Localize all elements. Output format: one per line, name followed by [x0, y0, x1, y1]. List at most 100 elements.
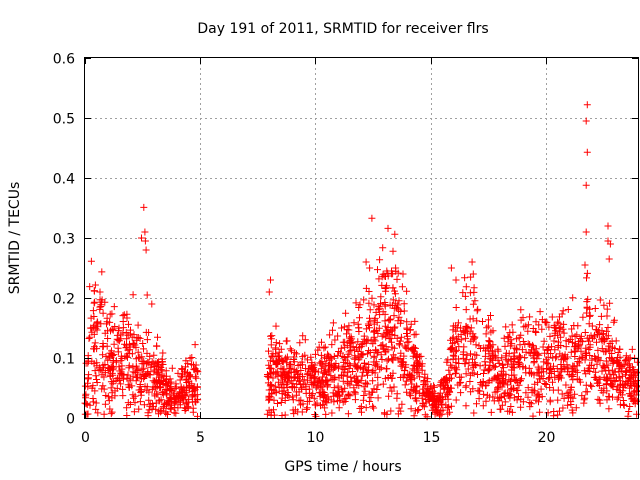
- data-point: [103, 320, 110, 328]
- data-point: [337, 371, 345, 379]
- data-point: [388, 267, 395, 275]
- data-point: [286, 363, 294, 371]
- data-point: [524, 384, 532, 392]
- data-point: [603, 387, 611, 395]
- data-point: [580, 399, 588, 407]
- data-point: [562, 355, 570, 363]
- data-point: [606, 299, 614, 307]
- data-point: [459, 350, 467, 358]
- data-point: [355, 304, 363, 311]
- data-point: [470, 409, 478, 417]
- data-point: [134, 321, 142, 329]
- data-point: [613, 358, 621, 366]
- data-point: [390, 383, 398, 391]
- data-point: [90, 287, 98, 295]
- data-point: [188, 360, 196, 368]
- data-point: [93, 376, 100, 383]
- data-point: [370, 327, 378, 335]
- data-point: [543, 359, 551, 367]
- data-point: [329, 365, 337, 373]
- data-point: [462, 383, 470, 391]
- data-point: [265, 288, 273, 296]
- data-point: [540, 358, 548, 366]
- data-point: [354, 377, 362, 384]
- data-point: [498, 367, 506, 375]
- data-point: [178, 392, 186, 400]
- data-point: [464, 365, 472, 373]
- data-point: [479, 318, 486, 325]
- data-point: [374, 394, 382, 402]
- data-point: [358, 351, 366, 359]
- data-point: [615, 368, 623, 376]
- data-point: [86, 283, 94, 291]
- data-point: [307, 353, 315, 361]
- data-point: [411, 407, 419, 415]
- data-point: [397, 349, 405, 357]
- data-point: [375, 275, 383, 283]
- data-point: [297, 401, 304, 409]
- data-point: [623, 355, 631, 363]
- data-point: [627, 391, 635, 399]
- data-point: [462, 402, 470, 410]
- data-point: [280, 387, 288, 395]
- data-point: [393, 275, 401, 283]
- data-point: [411, 395, 419, 403]
- data-point: [447, 361, 455, 369]
- data-point: [466, 328, 474, 336]
- data-point: [393, 304, 401, 312]
- data-point: [517, 306, 525, 314]
- data-point: [328, 409, 336, 417]
- data-point: [345, 390, 353, 398]
- data-point: [91, 339, 99, 347]
- data-point: [285, 369, 293, 377]
- x-tick-label: 5: [196, 430, 205, 446]
- data-point: [605, 255, 613, 263]
- data-point: [582, 388, 590, 396]
- data-point: [303, 404, 311, 412]
- data-point: [396, 341, 404, 349]
- data-point: [99, 382, 107, 390]
- data-point: [278, 357, 286, 364]
- data-point: [401, 381, 409, 389]
- data-point: [277, 345, 285, 353]
- data-point: [350, 319, 358, 327]
- x-tick-label: 0: [81, 430, 90, 446]
- data-point: [85, 335, 93, 342]
- data-point: [100, 410, 108, 418]
- data-point: [547, 350, 555, 357]
- data-point: [370, 352, 378, 360]
- data-point: [392, 304, 400, 312]
- data-point: [428, 392, 436, 400]
- data-point: [321, 343, 329, 351]
- data-point: [185, 373, 193, 381]
- data-point: [329, 326, 336, 334]
- data-point: [614, 359, 622, 367]
- data-point: [542, 381, 550, 388]
- data-point: [379, 341, 387, 349]
- data-point: [528, 386, 536, 394]
- data-point: [412, 353, 420, 361]
- data-point: [467, 388, 475, 396]
- data-point: [604, 237, 612, 245]
- data-point: [534, 363, 542, 371]
- data-point: [403, 325, 411, 333]
- data-point: [602, 367, 610, 375]
- data-point: [387, 407, 395, 415]
- data-point: [484, 367, 492, 375]
- data-point: [519, 314, 527, 322]
- data-point: [569, 362, 577, 370]
- data-point: [273, 360, 281, 368]
- data-point: [513, 335, 521, 343]
- data-point: [466, 315, 474, 323]
- data-point: [368, 294, 376, 302]
- data-point: [377, 351, 385, 359]
- data-point: [395, 297, 403, 305]
- data-point: [104, 356, 112, 364]
- data-point: [89, 307, 97, 315]
- data-point: [606, 354, 614, 362]
- data-point: [99, 361, 107, 369]
- grid-lines: [85, 58, 638, 418]
- data-point: [485, 366, 493, 374]
- data-point: [393, 394, 401, 402]
- data-point: [616, 345, 624, 353]
